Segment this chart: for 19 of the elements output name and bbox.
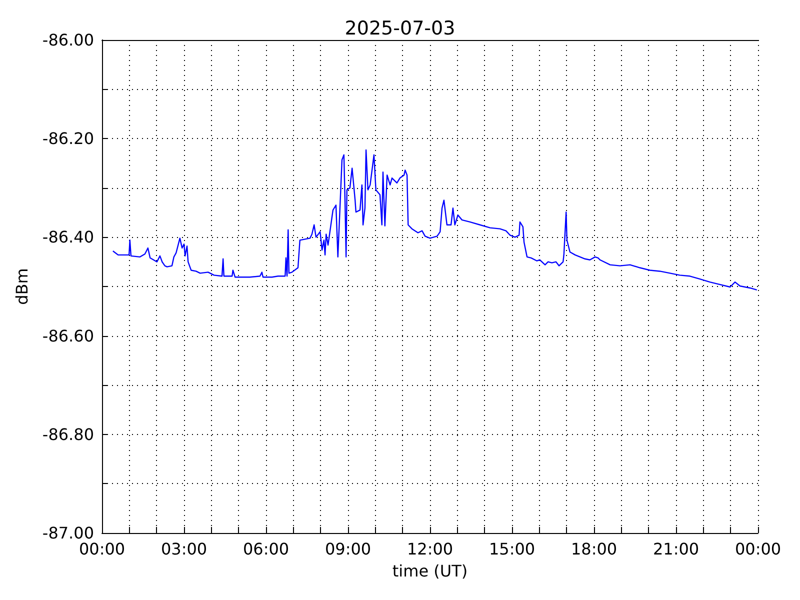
x-tick-label: 15:00 <box>488 540 536 558</box>
y-tick-label: -86.00 <box>42 30 94 50</box>
x-tick-label: 21:00 <box>652 540 700 558</box>
x-tick-label: 00:00 <box>78 540 126 558</box>
y-tick-label: -87.00 <box>42 524 94 542</box>
y-tick-label: -86.20 <box>42 129 94 148</box>
x-tick-label: 18:00 <box>570 540 618 558</box>
x-axis-title: time (UT) <box>392 562 468 580</box>
x-tick-label: 00:00 <box>734 540 782 558</box>
x-tick-label: 12:00 <box>406 540 454 558</box>
y-axis-title: dBm <box>12 268 32 305</box>
line-series <box>112 149 758 291</box>
chart-title: 2025-07-03 <box>344 18 456 40</box>
x-tick-label: 06:00 <box>242 540 290 558</box>
x-tick-label: 03:00 <box>160 540 208 558</box>
y-tick-label: -86.60 <box>42 326 94 346</box>
y-tick-label: -86.40 <box>42 228 94 247</box>
y-tick-label: -86.80 <box>42 424 94 444</box>
x-tick-label: 09:00 <box>324 540 372 558</box>
